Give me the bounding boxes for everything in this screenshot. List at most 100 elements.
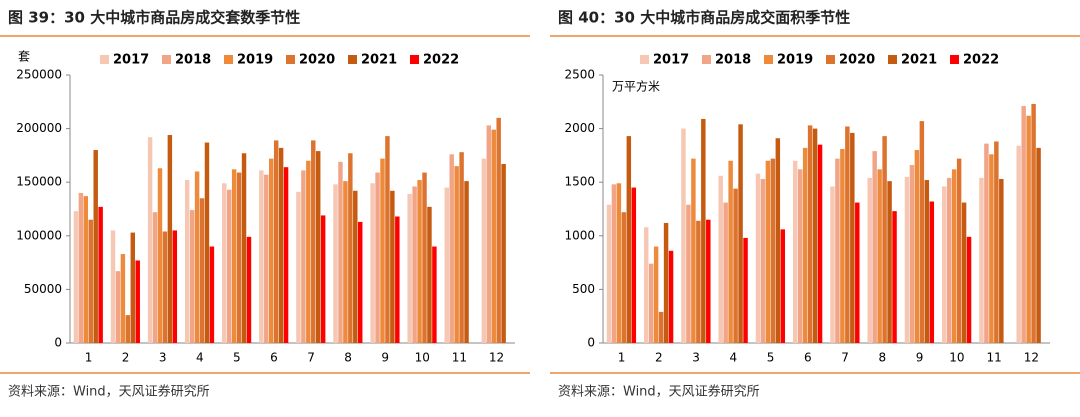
bar [264,174,269,343]
legend-label: 2021 [361,53,397,68]
bar [887,181,892,343]
bar [855,202,860,343]
bar [189,210,195,343]
source: 资料来源：Wind，天风证券研究所 [558,384,760,400]
bar [370,183,375,343]
bar [775,138,781,343]
x-tick-label: 3 [692,351,700,365]
bar [1036,147,1041,343]
bar [765,160,771,343]
bar [491,129,496,343]
bar [984,143,989,343]
legend-swatch [410,55,419,64]
bar [273,140,279,343]
bar [755,173,761,343]
x-tick-label: 3 [159,351,167,365]
bar [979,177,984,343]
legend-swatch [764,55,773,64]
bar [375,172,380,343]
bar [385,136,390,343]
legend-label: 2017 [113,53,149,68]
bar [417,180,422,343]
bar [1021,106,1026,343]
legend-swatch [640,55,649,64]
bar [296,191,301,343]
bar [1026,115,1031,344]
bar [120,254,126,343]
bar [486,125,492,343]
bar [496,117,501,343]
bar [904,176,910,343]
bar [797,169,803,343]
x-tick-label: 5 [233,351,241,365]
x-tick-label: 9 [381,351,389,365]
bar [283,167,289,343]
bar [941,186,947,343]
bar [835,158,840,343]
bar [961,202,967,343]
bar [226,189,232,343]
bar [611,184,617,343]
bar [407,193,412,343]
bar [606,204,612,343]
bar [663,222,669,343]
bar [653,246,659,343]
legend-swatch [950,55,959,64]
bar [231,169,237,343]
bar [770,158,776,343]
bar [73,211,79,343]
bar [348,153,353,343]
bar [760,178,766,343]
bar [919,121,925,343]
bar [631,187,637,343]
legend-swatch [702,55,711,64]
bar [706,219,711,343]
x-tick-label: 11 [986,351,1001,365]
bar [135,260,140,343]
x-tick-label: 10 [949,351,964,365]
bar [444,187,449,343]
bar [449,154,454,343]
legend-swatch [826,55,835,64]
source: 资料来源：Wind，天风证券研究所 [8,384,210,400]
bar [616,183,622,343]
bar [172,230,178,343]
x-tick-label: 5 [767,351,775,365]
bar [315,151,321,343]
y-tick-label: 0 [54,336,62,350]
x-tick-label: 8 [344,351,352,365]
legend-label: 2019 [777,53,813,68]
bar [194,171,200,343]
bar [686,204,691,343]
bar [738,124,743,343]
bar [184,180,190,343]
bar [83,196,89,343]
bar [1031,103,1036,343]
bar [358,221,363,343]
bar [432,246,437,343]
bar [733,188,738,343]
y-tick-label: 1000 [564,228,595,242]
bar [501,163,506,343]
bar [877,169,882,343]
bar [872,151,877,343]
y-tick-label: 100000 [16,228,62,242]
bar [999,178,1004,343]
bar [199,198,205,343]
bar [696,220,701,343]
legend-label: 2020 [839,53,875,68]
bar [130,232,136,343]
bar [780,229,786,343]
legend-swatch [162,55,171,64]
x-tick-label: 4 [196,351,204,365]
bar [882,136,887,343]
x-tick-label: 2 [122,351,130,365]
bar [395,216,400,343]
x-tick-label: 12 [489,351,504,365]
bar [147,137,153,343]
bar [1016,145,1021,343]
bar [422,172,427,343]
y-tick-label: 250000 [16,68,62,82]
bar [648,263,654,343]
bar [989,154,994,343]
